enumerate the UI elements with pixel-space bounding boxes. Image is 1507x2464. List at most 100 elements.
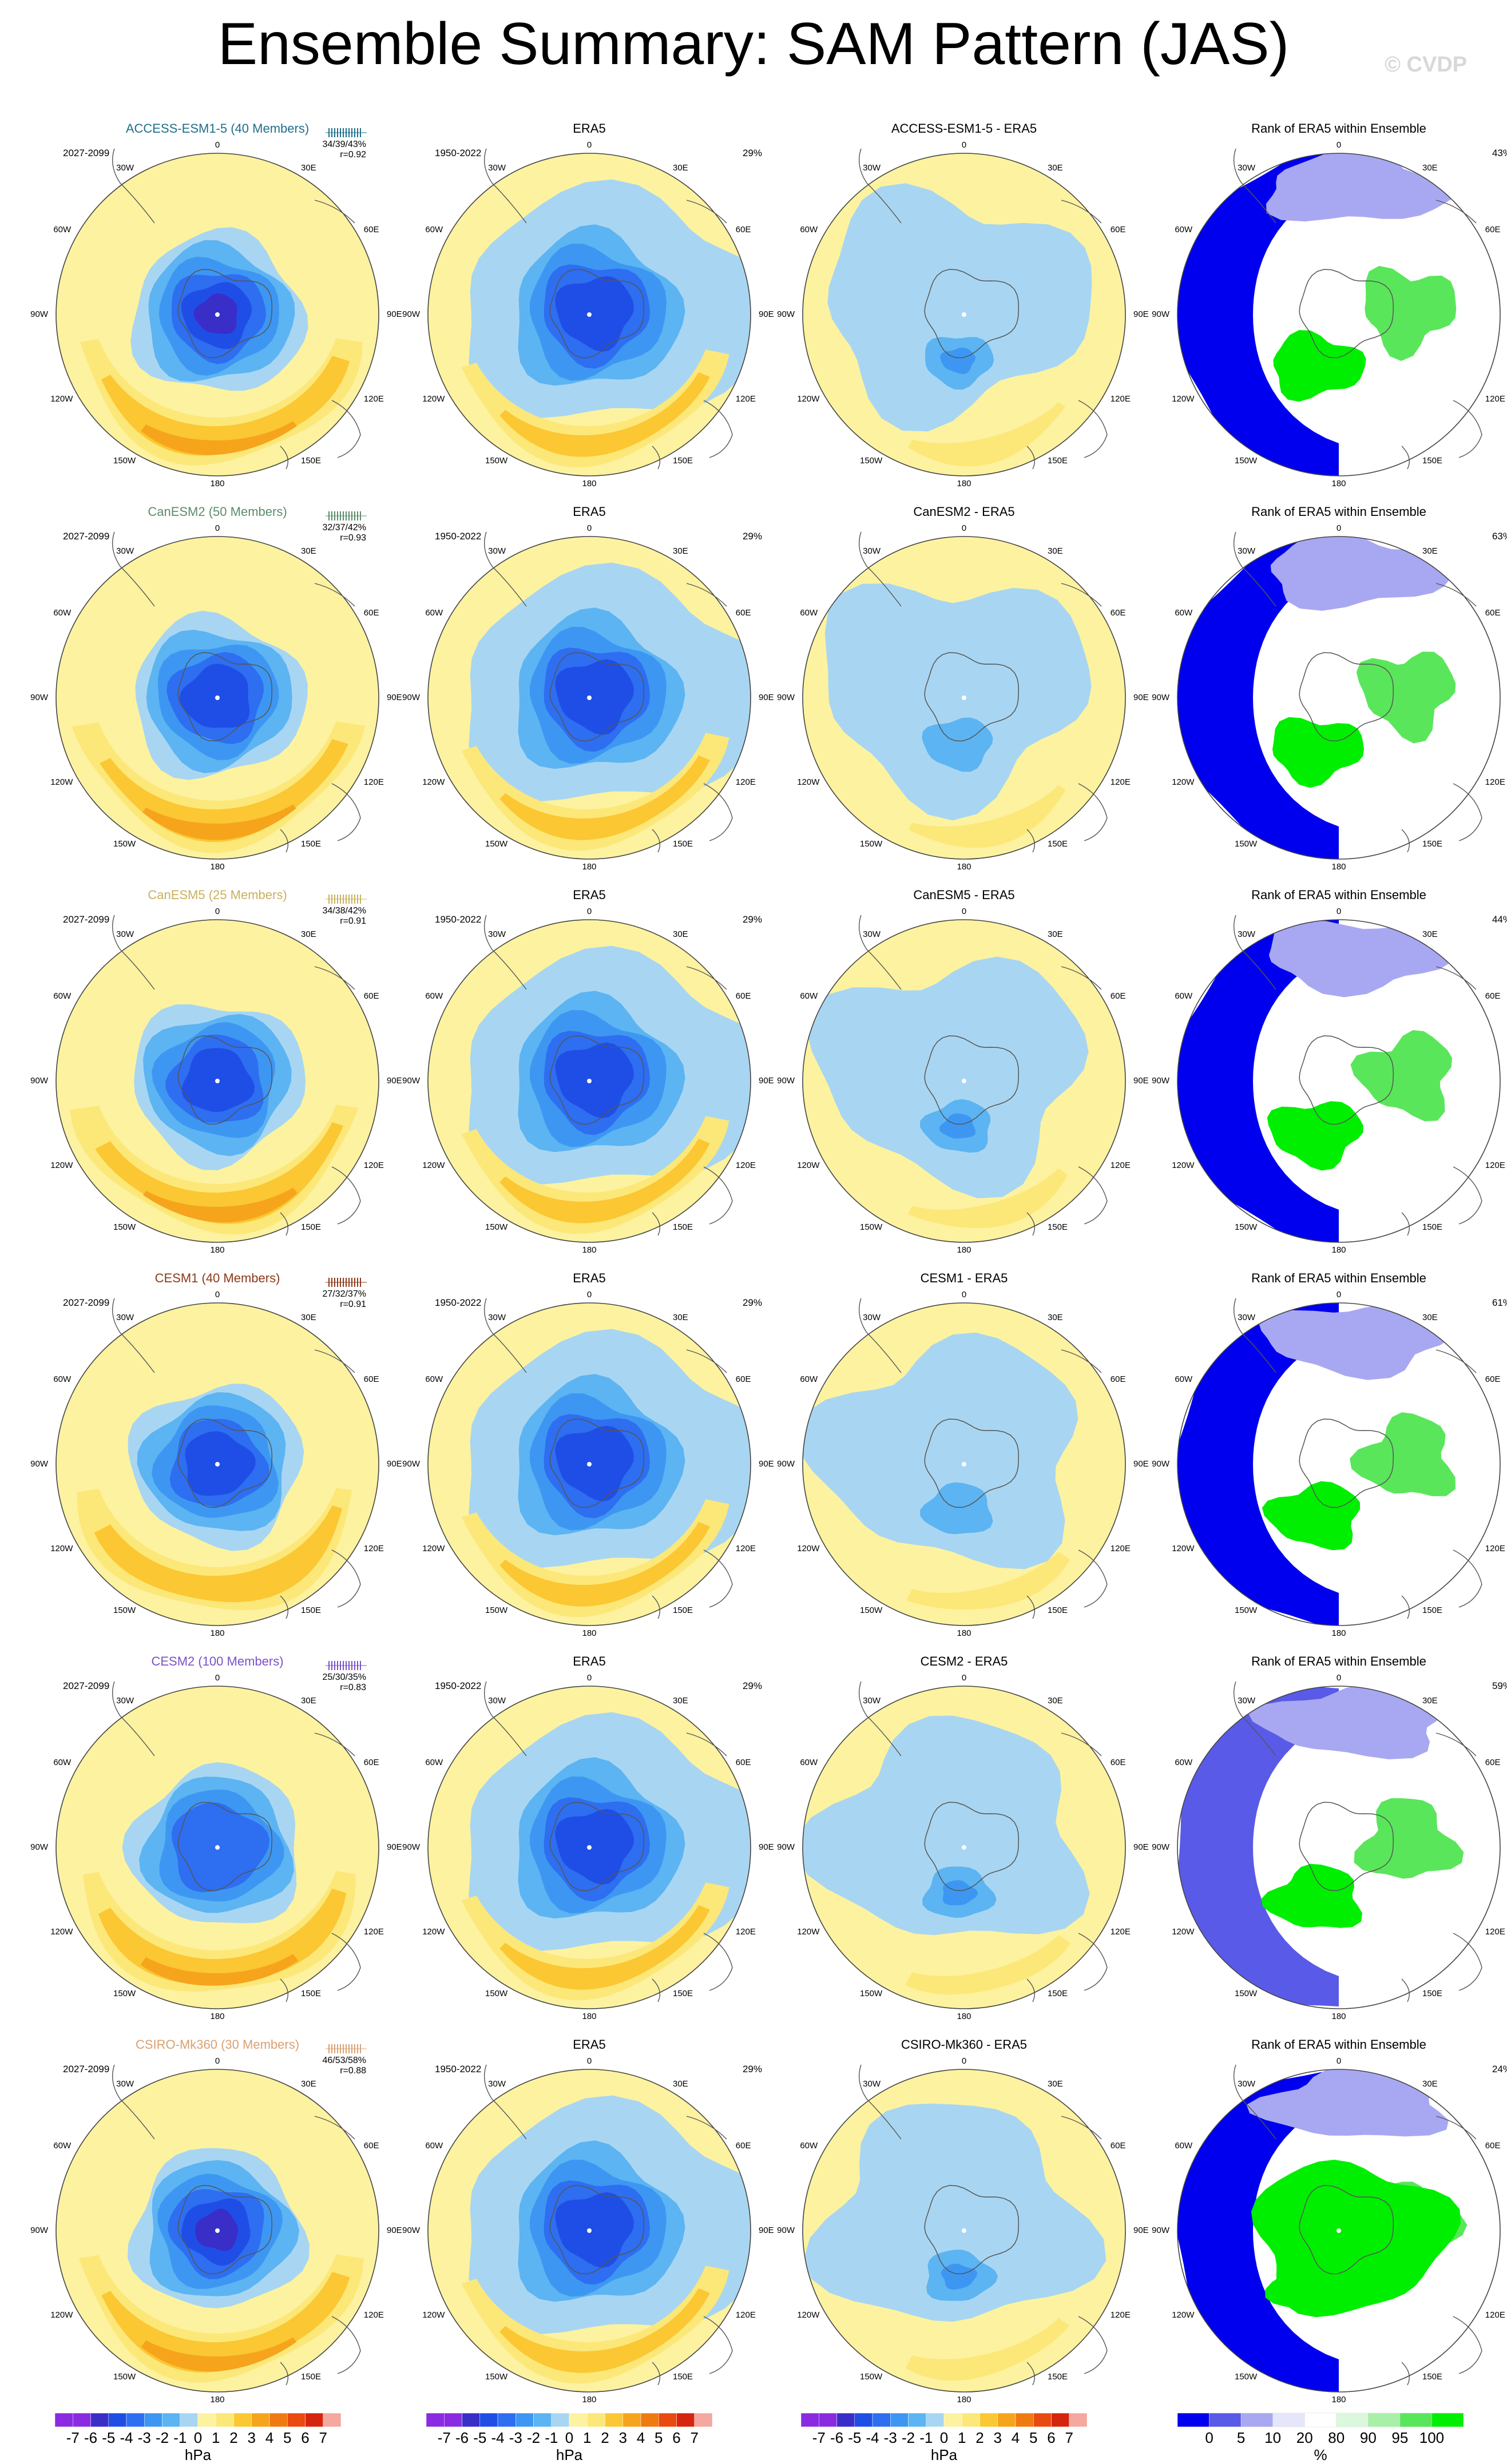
lon-label: 120W [1172, 1161, 1195, 1170]
lon-label: 150W [113, 1222, 136, 1233]
colorbar-tick-label: -3 [883, 2429, 897, 2446]
pole-dot [962, 312, 966, 317]
lon-label: 150E [301, 456, 322, 466]
pole-dot [587, 696, 592, 700]
lon-label: 150E [301, 1989, 322, 1999]
positive-core [141, 2337, 297, 2372]
correlation-stat: r=0.91 [340, 916, 366, 926]
pole-dot [962, 1845, 966, 1850]
lon-label: 30E [673, 546, 688, 556]
polar-map [1177, 2064, 1501, 2393]
negative-core-2 [939, 1113, 976, 1139]
lon-label: 60E [735, 608, 751, 618]
lon-label: 30E [1422, 2078, 1438, 2089]
polar-map [55, 1681, 379, 2009]
lon-label: 90E [387, 1842, 402, 1852]
colorbar-swatch [1336, 2413, 1369, 2427]
colorbar-swatch [444, 2413, 462, 2427]
africa-coast [1435, 966, 1477, 990]
lon-label: 120W [1172, 1544, 1195, 1553]
lon-label: 180 [582, 1628, 597, 1638]
pattern-stats: 27/32/37% r=0.91 [298, 1289, 366, 1310]
lon-label: 30E [673, 162, 688, 173]
new-zealand-coast [652, 1978, 660, 2002]
lon-label: 150E [1048, 1989, 1068, 1999]
difference-title: CanESM2 - ERA5 [913, 504, 1015, 519]
colorbar-unit: hPa [184, 2446, 212, 2463]
lon-label: 150W [485, 1222, 508, 1233]
new-zealand-coast [1026, 2362, 1035, 2386]
lon-label: 120E [363, 1544, 384, 1553]
polar-map [1177, 1681, 1501, 2009]
lon-label: 150E [673, 1989, 693, 1999]
lon-label: 60W [53, 991, 72, 1001]
lon-label: 60E [735, 225, 751, 235]
colorbar-swatch [694, 2413, 712, 2427]
pole-dot [587, 1079, 592, 1083]
period-label: 2027-2099 [63, 1680, 110, 1691]
lon-label: 0 [215, 1290, 220, 1299]
africa-coast [1061, 1732, 1102, 1756]
colorbar-swatches [801, 2413, 1087, 2427]
africa-coast [1061, 583, 1102, 607]
lon-label: 90W [1152, 1842, 1169, 1852]
polar-map [427, 531, 751, 860]
lon-label: 90W [777, 309, 795, 319]
map-border [802, 919, 1126, 1243]
antarctica-coast [924, 269, 1020, 359]
polar-map [1177, 915, 1501, 1243]
positive-band [101, 2272, 350, 2372]
lon-label: 90W [30, 1076, 48, 1086]
colorbar-swatch [144, 2413, 162, 2427]
antarctica-coast [924, 2185, 1020, 2275]
australia-coast [1078, 1549, 1108, 1608]
era5-pattern-panel: ERA5 1950-2022 29% 0 30E 60E 90E 120E 150E 180 150… [402, 881, 774, 1264]
lon-label: 0 [1336, 523, 1342, 533]
pole-dot [1337, 2228, 1341, 2233]
colorbar-unit: hPa [556, 2446, 583, 2463]
colorbar-tick-label: 5 [283, 2429, 292, 2446]
lon-label: 30E [1048, 162, 1063, 173]
negative-area [824, 583, 1092, 821]
lon-label: 120E [363, 777, 384, 787]
lon-label: 150E [1422, 1605, 1443, 1616]
map-border [1177, 1686, 1501, 2009]
colorbar-tick-label: 1 [583, 2429, 592, 2446]
antarctica-coast [1299, 1035, 1394, 1125]
model-pattern-panel: CanESM5 (25 Members) 2027-2099 34/38/42% r=… [30, 881, 402, 1264]
colorbar-tick-label: -5 [102, 2429, 116, 2446]
colorbar-tick-label: 5 [1029, 2429, 1038, 2446]
lon-label: 60W [800, 225, 818, 235]
lon-label: 90E [759, 1459, 774, 1469]
rank-title: Rank of ERA5 within Ensemble [1251, 888, 1426, 902]
colorbar-tick-label: -6 [830, 2429, 844, 2446]
lon-label: 150W [113, 2372, 136, 2382]
era5-title: ERA5 [573, 888, 606, 902]
colorbar-swatch [1209, 2413, 1242, 2427]
lon-label: 30W [863, 1312, 881, 1322]
colorbar-swatch [515, 2413, 534, 2427]
lon-label: 150W [1235, 1605, 1258, 1616]
positive-band [499, 2288, 710, 2373]
lon-label: 180 [210, 2012, 225, 2021]
lon-label: 150E [1422, 456, 1443, 466]
model-title: CanESM2 (50 Members) [148, 504, 287, 519]
polar-map [427, 1681, 751, 2009]
high-rank-area [1262, 1481, 1361, 1551]
colorbar-tick-label: 0 [939, 2429, 949, 2446]
rank-stat: 44% [1492, 914, 1507, 925]
lon-label: 60W [53, 225, 72, 235]
pole-dot [587, 1845, 592, 1850]
colorbar-unit: % [1314, 2446, 1327, 2463]
lon-label: 60E [363, 991, 379, 1001]
lon-label: 30E [1422, 929, 1438, 939]
negative-area [807, 956, 1089, 1198]
australia-coast [1453, 2316, 1482, 2374]
lon-label: 120W [422, 777, 445, 787]
antarctica-coast [177, 269, 273, 359]
era5-title: ERA5 [573, 2037, 606, 2052]
lon-label: 60W [425, 2141, 443, 2151]
pattern-stats: 32/37/42% r=0.93 [298, 523, 366, 543]
negative-area [827, 183, 1092, 432]
lon-label: 120E [363, 1927, 384, 1937]
